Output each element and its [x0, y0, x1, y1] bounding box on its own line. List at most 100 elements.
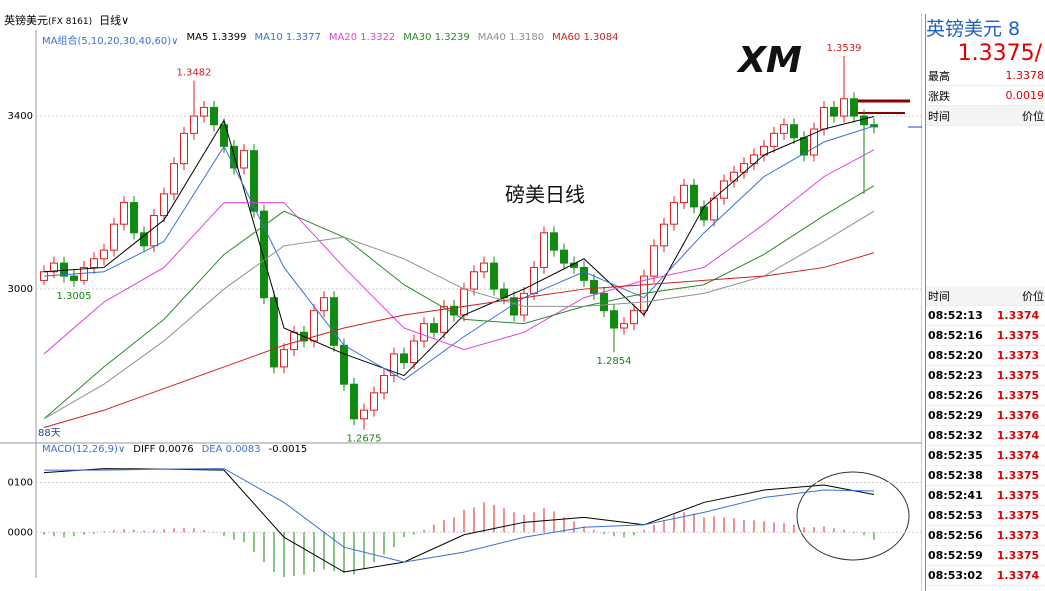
tick-price: 1.3374 — [996, 449, 1040, 462]
candle-body — [240, 150, 248, 169]
tick-price: 1.3374 — [996, 309, 1040, 322]
stat-row: 最高 1.3378 — [926, 66, 1045, 86]
candle-body — [200, 106, 208, 117]
tick-price: 1.3375 — [996, 369, 1040, 382]
candle-body — [730, 171, 738, 182]
tick-price: 1.3375 — [996, 549, 1040, 562]
candle-body — [250, 150, 258, 212]
legend-entry: MA20 1.3322 — [329, 32, 395, 47]
legend-value: 1.3180 — [509, 32, 545, 43]
legend-value: 1.3322 — [360, 32, 396, 43]
tick-time: 08:52:59 — [928, 549, 983, 562]
candle-body — [610, 310, 618, 329]
ma-line — [43, 210, 875, 420]
legend-entry: MA30 1.3239 — [403, 32, 469, 47]
candle-body — [520, 292, 528, 316]
legend-entry: -0.0015 — [268, 444, 308, 455]
logo: XM — [736, 40, 802, 81]
candle-body — [320, 297, 328, 312]
legend-value: 1.3084 — [583, 32, 619, 43]
candle-body — [150, 215, 158, 247]
tick-row: 08:52:20 1.3373 — [926, 346, 1045, 366]
legend-entry: MA10 1.3377 — [255, 32, 321, 47]
tick-time: 08:52:16 — [928, 329, 983, 342]
stat-value: 1.3378 — [1005, 69, 1045, 82]
period[interactable]: 日线∨ — [99, 14, 130, 27]
annotation: 1.2854 — [597, 356, 632, 367]
period-label: 88天 — [38, 428, 61, 439]
candle-body — [340, 344, 348, 385]
col: 时间 — [928, 109, 950, 123]
tick-time: 08:52:41 — [928, 489, 983, 502]
candle-body — [230, 145, 238, 169]
tick-row: 08:52:56 1.3373 — [926, 526, 1045, 546]
header: 英镑美元(FX 8161) 日线∨ — [4, 12, 129, 28]
candle-body — [580, 266, 588, 281]
column-header: 时间 价位 — [926, 106, 1045, 126]
candle-body — [550, 232, 558, 251]
tick-row: 08:52:23 1.3375 — [926, 366, 1045, 386]
legend-title[interactable]: MACD(12,26,9)∨ — [42, 444, 126, 455]
candle-body — [620, 323, 628, 329]
candle-body — [490, 262, 498, 290]
stat-row: 涨跌 0.0019 — [926, 86, 1045, 106]
tick-price: 1.3375 — [996, 469, 1040, 482]
candle-body — [50, 262, 58, 273]
candle-body — [440, 305, 448, 333]
tick-row: 08:52:53 1.3375 — [926, 506, 1045, 526]
highlight-circle — [796, 471, 910, 561]
candle-body — [370, 392, 378, 411]
candle-body — [830, 106, 838, 117]
candle-body — [770, 132, 778, 147]
candle-body — [740, 163, 748, 173]
candle-body — [100, 249, 108, 260]
tick-time: 08:52:13 — [928, 309, 983, 322]
candle-body — [390, 353, 398, 377]
legend-name: MA40 — [477, 32, 506, 43]
y-tick-label: 0100 — [8, 478, 33, 489]
candle-body — [710, 197, 718, 221]
ma-line — [43, 468, 875, 573]
ma-line — [43, 185, 875, 420]
tick-price: 1.3374 — [996, 569, 1040, 582]
legend-name: MA30 — [403, 32, 432, 43]
candle-body — [780, 124, 788, 134]
tick-price: 1.3373 — [996, 349, 1040, 362]
candle-body — [70, 275, 78, 281]
candle-body — [470, 271, 478, 290]
candle-body — [270, 297, 278, 368]
tick-time: 08:52:32 — [928, 429, 983, 442]
candle-body — [160, 193, 168, 217]
candle-body — [450, 305, 458, 316]
stats: 最高 1.3378 涨跌 0.0019 — [926, 66, 1045, 106]
legend-title[interactable]: MA组合(5,10,20,30,40,60)∨ — [42, 36, 179, 47]
candle-body — [630, 310, 638, 325]
chart: XM 磅美日线 88天 3400 3000 1.3482 1.3005 1.2675 1.… — [0, 14, 922, 591]
ma-line — [44, 468, 875, 563]
legend-entry: MA40 1.3180 — [478, 32, 544, 47]
legend-entry: DIFF 0.0076 — [133, 444, 194, 455]
tick-row: 08:52:41 1.3375 — [926, 486, 1045, 506]
legend-entry: DEA 0.0083 — [201, 444, 261, 455]
ma-line — [43, 125, 875, 381]
tick-row: 08:52:26 1.3375 — [926, 386, 1045, 406]
candle-body — [120, 202, 128, 225]
y-tick-label: 3400 — [8, 111, 33, 122]
candle-body — [130, 202, 138, 234]
side-price: 1.3375/ — [957, 41, 1042, 66]
code: (FX 8161) — [48, 17, 93, 27]
candle-body — [190, 115, 198, 134]
ma-line — [43, 116, 875, 377]
spacer — [926, 126, 1045, 286]
tick-row: 08:52:29 1.3376 — [926, 406, 1045, 426]
legend-value: 1.3399 — [211, 32, 247, 43]
candle-body — [590, 279, 598, 294]
tick-price: 1.3375 — [996, 329, 1040, 342]
candle-body — [860, 115, 868, 126]
candle-body — [680, 184, 688, 204]
candle-body — [350, 383, 358, 420]
tick-time: 08:52:56 — [928, 529, 983, 542]
candle-body — [480, 262, 488, 273]
legend-name: MA5 — [186, 32, 209, 43]
candle-body — [170, 163, 178, 195]
